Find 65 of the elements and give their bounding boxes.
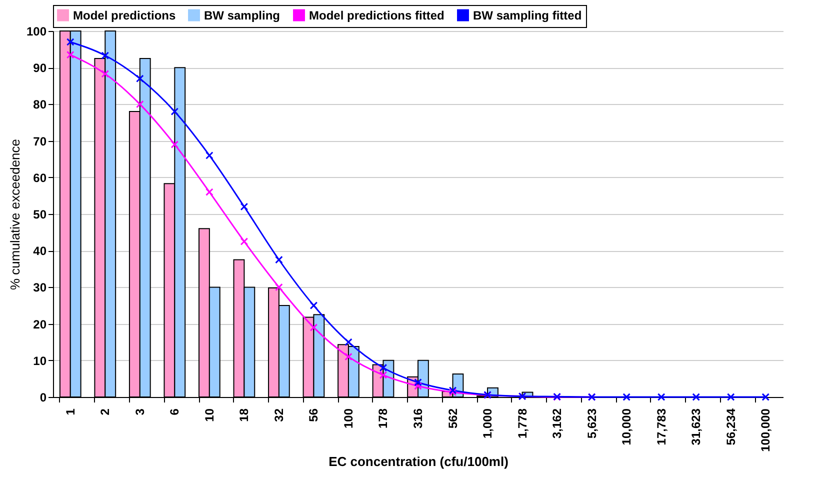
y-tick-label: 90 xyxy=(33,61,47,76)
x-tick-label: 100,000 xyxy=(758,408,773,452)
y-tick-label: 20 xyxy=(33,317,47,332)
point xyxy=(136,74,144,82)
point xyxy=(344,352,352,361)
x-tick-label: 3,162 xyxy=(550,408,564,439)
y-tick-label: 50 xyxy=(33,208,47,222)
point xyxy=(379,364,388,372)
x-tick-label: 10 xyxy=(202,408,216,422)
x-tick-label: 100 xyxy=(341,408,356,429)
x-tick-label: 562 xyxy=(446,408,460,429)
point xyxy=(66,50,74,59)
point xyxy=(170,140,179,148)
y-tick-label: 40 xyxy=(33,244,47,258)
x-tick-label: 18 xyxy=(237,408,252,422)
point xyxy=(101,70,110,78)
x-axis-title: EC concentration (cfu/100ml) xyxy=(328,454,508,469)
point xyxy=(66,38,74,46)
point xyxy=(206,152,214,160)
x-tick-label: 2 xyxy=(98,408,112,416)
x-tick-label: 10,000 xyxy=(620,408,634,446)
x-tick-label: 56,234 xyxy=(724,408,738,446)
legend-label: BW sampling xyxy=(204,8,280,22)
point xyxy=(170,108,179,116)
point xyxy=(240,238,248,246)
legend-label: BW sampling fitted xyxy=(473,8,582,22)
x-tick-label: 3 xyxy=(132,408,147,416)
point xyxy=(692,393,700,401)
y-tick-label: 60 xyxy=(33,170,47,185)
x-tick-label: 178 xyxy=(376,408,390,429)
point xyxy=(206,188,214,196)
x-tick-label: 1,000 xyxy=(480,408,495,439)
point xyxy=(762,393,770,401)
x-tick-label: 32 xyxy=(272,408,286,422)
y-tick-label: 70 xyxy=(33,134,47,148)
point xyxy=(379,371,388,379)
point xyxy=(101,52,110,60)
x-tick-label: 316 xyxy=(411,408,425,429)
y-tick-label: 100 xyxy=(26,24,47,38)
y-tick-label: 10 xyxy=(33,354,47,368)
x-tick-label: 17,783 xyxy=(654,408,668,446)
x-tick-label: 31,623 xyxy=(689,408,704,446)
point xyxy=(414,382,422,390)
legend-label: Model predictions fitted xyxy=(309,8,444,22)
point xyxy=(275,283,283,292)
point xyxy=(240,202,248,211)
y-tick-label: 80 xyxy=(33,98,47,112)
y-tick-label: 30 xyxy=(33,280,47,295)
x-tick-label: 6 xyxy=(168,408,182,416)
point xyxy=(310,324,318,332)
y-tick-label: 0 xyxy=(40,390,47,404)
point xyxy=(726,393,735,401)
x-tick-label: 56 xyxy=(306,408,321,422)
x-tick-label: 1 xyxy=(63,408,78,416)
point xyxy=(344,338,352,346)
y-axis-title: % cumulative exceedence xyxy=(7,138,22,290)
x-tick-label: 1,778 xyxy=(515,408,530,439)
point xyxy=(657,393,666,401)
x-tick-label: 5,623 xyxy=(584,408,599,439)
point xyxy=(622,393,630,401)
legend-label: Model predictions xyxy=(73,8,176,22)
point xyxy=(275,256,283,264)
point xyxy=(136,100,144,108)
point xyxy=(310,302,318,310)
point xyxy=(414,378,422,386)
